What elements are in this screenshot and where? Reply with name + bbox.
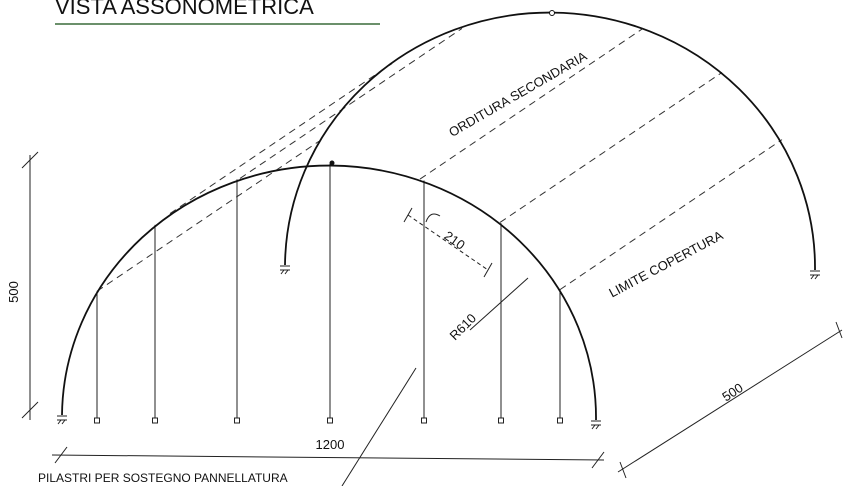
roof-limit-label: LIMITE COPERTURA [606, 227, 725, 300]
secondary-frame-label: ORDITURA SECONDARIA [446, 48, 590, 140]
width-dimension: 1200 [316, 437, 345, 452]
pillars-leader [342, 368, 416, 486]
support [280, 266, 290, 274]
pillar-base [422, 418, 427, 423]
pillars-label: PILASTRI PER SOSTEGNO PANNELLATURA [38, 471, 288, 485]
pillar-base [328, 418, 333, 423]
apex-node [550, 11, 555, 16]
back-arch [285, 13, 815, 270]
arc-symbol [426, 214, 440, 222]
pillar-base [499, 418, 504, 423]
pillar-base [235, 418, 240, 423]
purlin [420, 29, 642, 179]
structure [57, 28, 820, 429]
title: VISTA ASSONOMETRICA [55, 0, 314, 19]
purlin [97, 141, 319, 291]
purlin [240, 28, 462, 178]
pillar-base [153, 418, 158, 423]
apex-node [330, 161, 335, 166]
dimension-tick [404, 208, 412, 222]
pillar-base [95, 418, 100, 423]
front-arch [62, 166, 596, 420]
support [810, 271, 820, 279]
spacing-dimension: 210 [441, 228, 467, 253]
radius-leader [470, 278, 528, 330]
purlin [500, 72, 722, 222]
support [591, 421, 601, 429]
drawing: VISTA ASSONOMETRICA 500 1200 500 ORDITUR… [0, 0, 847, 486]
purlin [170, 64, 392, 214]
height-dimension: 500 [6, 281, 21, 303]
pillar-base [558, 418, 563, 423]
depth-dimension: 500 [719, 380, 745, 404]
support [57, 416, 67, 424]
dimension-tick [484, 263, 492, 277]
dimension-line [52, 455, 604, 460]
